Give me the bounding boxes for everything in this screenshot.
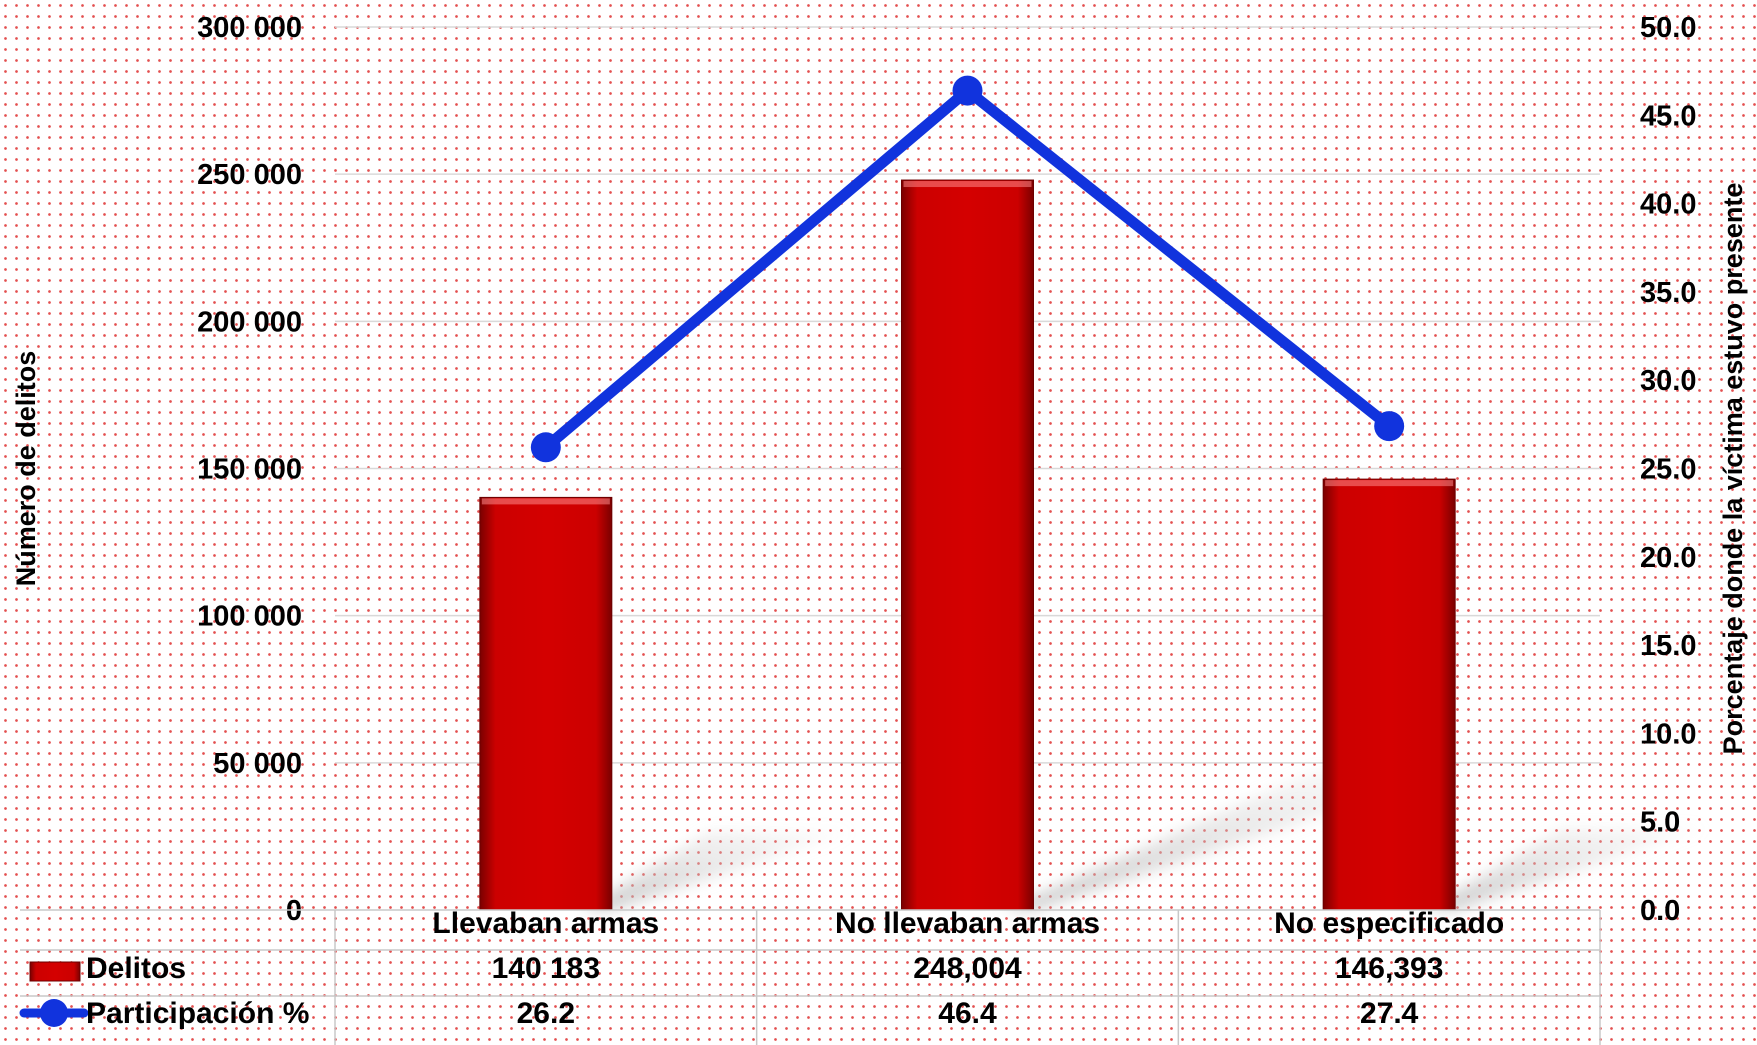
line-point xyxy=(1374,411,1405,442)
legend-label: Delitos xyxy=(86,952,186,985)
legend-label: Participación % xyxy=(86,997,309,1030)
x-tick-label: No llevaban armas xyxy=(835,907,1100,940)
y2-tick-label: 25.0 xyxy=(1640,454,1696,486)
y-tick-label: 100 000 xyxy=(197,601,302,633)
y-tick-label: 150 000 xyxy=(197,454,302,486)
data-label: 26.2 xyxy=(517,997,575,1030)
y2-tick-label: 45.0 xyxy=(1640,100,1696,132)
bar-highlight xyxy=(481,498,610,505)
legend-swatch-bar xyxy=(29,961,81,982)
y-tick-label: 50 000 xyxy=(213,748,302,780)
line-point xyxy=(530,432,561,463)
bar xyxy=(901,179,1034,911)
y-tick-label: 0 xyxy=(286,895,302,927)
x-tick-label: No especificado xyxy=(1274,907,1504,940)
data-label: 248,004 xyxy=(913,952,1022,985)
y2-axis-title: Porcentaje donde la víctima estuvo prese… xyxy=(1718,183,1748,755)
data-label: 27.4 xyxy=(1360,997,1419,1030)
bar xyxy=(479,496,613,911)
data-label: 140 183 xyxy=(492,952,600,985)
bar xyxy=(1322,478,1456,911)
bar-shadow xyxy=(1425,828,1706,910)
bar-shadow xyxy=(581,831,852,910)
line-point xyxy=(952,75,983,106)
y2-tick-label: 10.0 xyxy=(1640,718,1696,750)
y2-tick-label: 50.0 xyxy=(1640,12,1696,44)
y-axis-title: Número de delitos xyxy=(11,351,41,587)
legend-swatch-marker xyxy=(40,999,68,1027)
bar-highlight xyxy=(1325,480,1454,487)
y2-tick-label: 5.0 xyxy=(1640,807,1680,839)
y2-tick-label: 30.0 xyxy=(1640,365,1696,397)
y2-tick-label: 20.0 xyxy=(1640,542,1696,574)
x-tick-label: Llevaban armas xyxy=(432,907,659,940)
y-tick-label: 250 000 xyxy=(197,159,302,191)
y-tick-label: 300 000 xyxy=(197,12,302,44)
y2-tick-label: 35.0 xyxy=(1640,277,1696,309)
bar-highlight xyxy=(903,181,1032,188)
y2-tick-label: 15.0 xyxy=(1640,630,1696,662)
data-label: 146,393 xyxy=(1335,952,1443,985)
data-label: 46.4 xyxy=(938,997,997,1030)
y2-tick-label: 0.0 xyxy=(1640,895,1680,927)
y2-tick-label: 40.0 xyxy=(1640,189,1696,221)
y-tick-label: 200 000 xyxy=(197,306,302,338)
